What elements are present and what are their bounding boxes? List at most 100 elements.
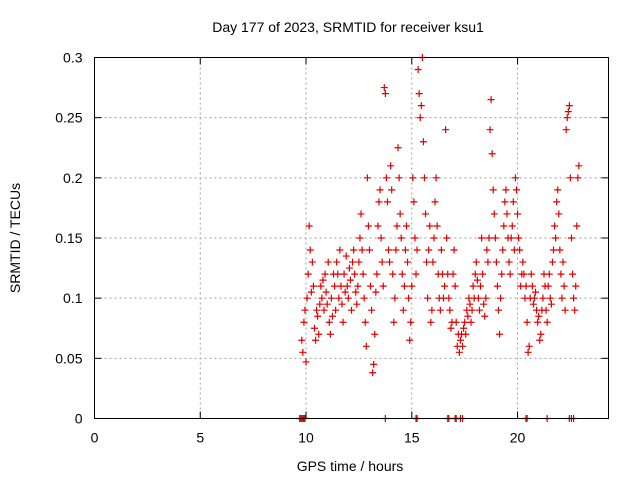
- data-point: [506, 259, 513, 266]
- data-point: [400, 307, 407, 314]
- data-point: [370, 361, 377, 368]
- data-point: [421, 174, 428, 181]
- data-point: [369, 369, 376, 376]
- data-point: [311, 325, 318, 332]
- data-point: [544, 319, 551, 326]
- data-point: [362, 319, 369, 326]
- data-point: [390, 319, 397, 326]
- data-point: [391, 295, 398, 302]
- data-point: [469, 307, 476, 314]
- data-point: [464, 313, 471, 320]
- data-point: [299, 349, 306, 356]
- data-point: [553, 198, 560, 205]
- data-point: [476, 307, 483, 314]
- data-point: [535, 313, 542, 320]
- data-point: [395, 144, 402, 151]
- data-point: [336, 247, 343, 254]
- data-point: [318, 295, 325, 302]
- data-point: [548, 301, 555, 308]
- data-point: [300, 319, 307, 326]
- data-point: [345, 295, 352, 302]
- data-point: [547, 295, 554, 302]
- data-point: [402, 247, 409, 254]
- data-point: [442, 126, 449, 133]
- data-point: [379, 259, 386, 266]
- data-point: [496, 331, 503, 338]
- data-point: [372, 289, 379, 296]
- data-point: [422, 210, 429, 217]
- data-point: [306, 222, 313, 229]
- data-point: [313, 307, 320, 314]
- data-point: [325, 259, 332, 266]
- data-point: [355, 259, 362, 266]
- data-point: [384, 198, 391, 205]
- y-axis-label: SRMTID / TECUs: [7, 183, 23, 293]
- data-point: [508, 235, 515, 242]
- data-point: [326, 319, 333, 326]
- data-point: [432, 198, 439, 205]
- y-tick-label: 0.25: [55, 110, 82, 126]
- data-point: [479, 271, 486, 278]
- data-point: [396, 174, 403, 181]
- data-point: [485, 235, 492, 242]
- data-point: [564, 114, 571, 121]
- data-point: [457, 337, 464, 344]
- data-point: [409, 174, 416, 181]
- data-point: [546, 271, 553, 278]
- data-point: [510, 198, 517, 205]
- data-point: [338, 301, 345, 308]
- data-point: [342, 289, 349, 296]
- data-point: [493, 259, 500, 266]
- data-point: [323, 289, 330, 296]
- data-point: [331, 283, 338, 290]
- y-tick-label: 0: [75, 411, 83, 427]
- data-point: [451, 247, 458, 254]
- y-tick-label: 0.05: [55, 350, 82, 366]
- data-point: [429, 259, 436, 266]
- data-point: [367, 283, 374, 290]
- data-point: [565, 108, 572, 115]
- data-point: [428, 307, 435, 314]
- data-point: [549, 259, 556, 266]
- data-point: [375, 198, 382, 205]
- data-point: [473, 259, 480, 266]
- data-point: [341, 271, 348, 278]
- data-point: [447, 325, 454, 332]
- data-point: [415, 66, 422, 73]
- data-point: [387, 162, 394, 169]
- data-point: [423, 259, 430, 266]
- data-point: [573, 222, 580, 229]
- data-point: [466, 301, 473, 308]
- axis-ticks: 0 0.05 0.1 0.15 0.2 0.25 0.3 0 5 10 15 20: [55, 50, 608, 446]
- data-point: [566, 102, 573, 109]
- data-point: [359, 247, 366, 254]
- data-point: [452, 283, 459, 290]
- data-point: [503, 210, 510, 217]
- data-point: [347, 277, 354, 284]
- x-tick-label: 20: [510, 430, 526, 446]
- data-point: [373, 271, 380, 278]
- data-point: [470, 283, 477, 290]
- data-point: [301, 307, 308, 314]
- data-point: [545, 283, 552, 290]
- data-point: [358, 210, 365, 217]
- data-point: [474, 277, 481, 284]
- data-point: [551, 222, 558, 229]
- data-point: [392, 247, 399, 254]
- data-point: [560, 259, 567, 266]
- data-point: [332, 307, 339, 314]
- data-point: [405, 295, 412, 302]
- data-point: [333, 259, 340, 266]
- data-point: [404, 259, 411, 266]
- data-point: [356, 235, 363, 242]
- data-point: [327, 331, 334, 338]
- data-point: [340, 319, 347, 326]
- data-point: [397, 210, 404, 217]
- data-point: [414, 247, 421, 254]
- data-point: [483, 247, 490, 254]
- data-point: [316, 301, 323, 308]
- x-tick-label: 10: [298, 430, 314, 446]
- data-point: [563, 126, 570, 133]
- data-point: [502, 186, 509, 193]
- data-point: [382, 90, 389, 97]
